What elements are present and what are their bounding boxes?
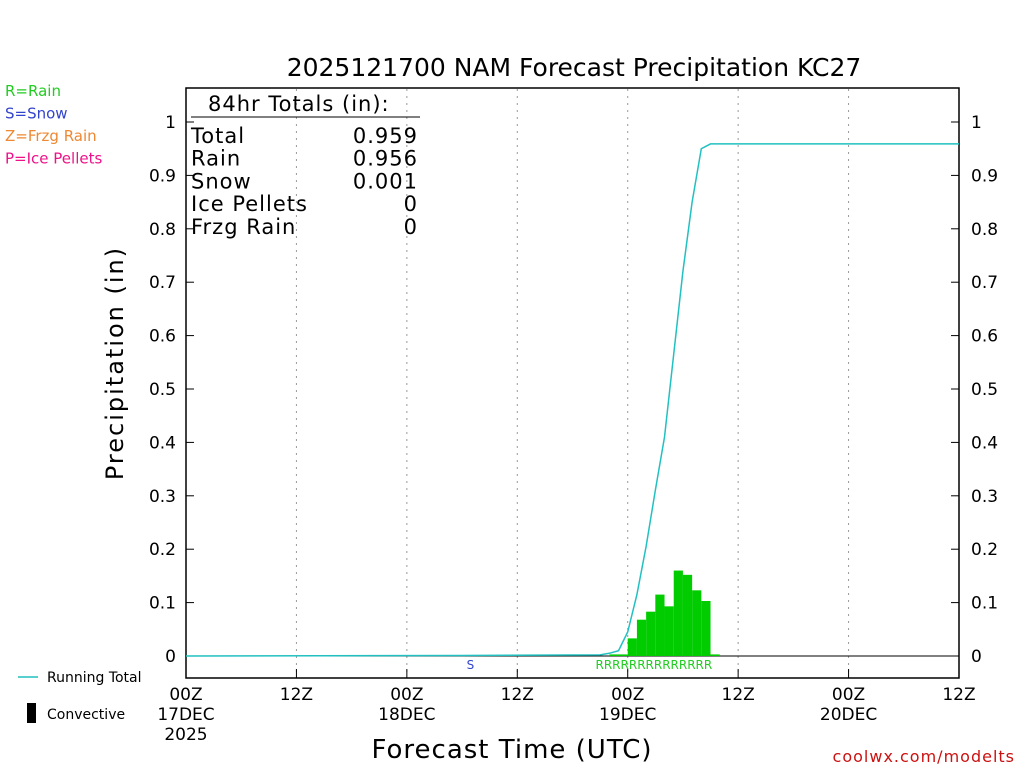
precip-bar bbox=[636, 619, 647, 656]
precip-bar bbox=[692, 590, 702, 656]
y-tick-label-left: 0.6 bbox=[149, 327, 176, 347]
y-axis-ticks: 0 00.1 0.10.2 0.20.3 0.30.4 0.40.5 0.50.6 0.60.… bbox=[149, 113, 998, 667]
totals-row-label: Total bbox=[190, 124, 245, 148]
series-legend: Running Total Convective bbox=[18, 670, 142, 723]
x-tick-label-time: 00Z bbox=[169, 685, 202, 705]
y-tick-label-right: 0.3 bbox=[971, 487, 998, 507]
totals-row-label: Rain bbox=[191, 147, 241, 171]
precip-bar bbox=[627, 638, 637, 656]
y-tick-label-right: 0.6 bbox=[971, 327, 998, 347]
precip-type-markers: S RRRRRRRRRRRRRR bbox=[467, 658, 713, 672]
y-tick-label-left: 0.8 bbox=[149, 220, 176, 240]
y-tick-label-right: 0.7 bbox=[971, 273, 998, 293]
y-tick-label-left: 0.9 bbox=[149, 166, 176, 186]
running-total-legend-label: Running Total bbox=[47, 670, 142, 686]
x-tick-label-time: 12Z bbox=[942, 685, 975, 705]
chart-title: 2025121700 NAM Forecast Precipitation KC… bbox=[287, 53, 862, 82]
totals-heading: 84hr Totals (in): bbox=[208, 92, 390, 116]
plot-frame bbox=[185, 87, 960, 679]
precip-type-legend: R=Rain S=Snow Z=Frzg Rain P=Ice Pellets bbox=[5, 82, 102, 168]
y-tick-label-left: 0.5 bbox=[149, 380, 176, 400]
legend-type-3: P=Ice Pellets bbox=[5, 150, 102, 168]
precip-bar bbox=[673, 570, 683, 656]
totals-row-label: Snow bbox=[191, 169, 252, 193]
y-tick-label-left: 0.4 bbox=[149, 433, 176, 453]
hourly-precip-bars bbox=[609, 570, 720, 656]
running-total-line bbox=[185, 143, 959, 657]
y-tick-label-left: 0.1 bbox=[149, 594, 176, 614]
precip-bar bbox=[618, 654, 628, 656]
y-tick-label-left: 0 bbox=[165, 647, 176, 667]
precip-bar bbox=[646, 611, 656, 656]
x-tick-label-year: 2025 bbox=[164, 725, 207, 745]
y-tick-label-left: 0.3 bbox=[149, 487, 176, 507]
y-axis-label: Precipitation (in) bbox=[101, 246, 129, 480]
totals-row-value: 0.001 bbox=[353, 169, 418, 193]
vertical-gridlines bbox=[295, 89, 850, 677]
y-tick-label-right: 0.1 bbox=[971, 594, 998, 614]
y-tick-label-left: 0.7 bbox=[149, 273, 176, 293]
y-tick-label-left: 0.2 bbox=[149, 540, 176, 560]
y-tick-label-right: 0.9 bbox=[971, 166, 998, 186]
x-tick-label-date: 19DEC bbox=[599, 705, 656, 725]
precip-type-marker: RRRRRRRRRRRRRR bbox=[596, 658, 713, 672]
precip-type-marker: S bbox=[467, 658, 475, 672]
x-tick-label-date: 18DEC bbox=[378, 705, 435, 725]
legend-type-2: Z=Frzg Rain bbox=[5, 127, 97, 145]
totals-row-value: 0.959 bbox=[353, 124, 418, 148]
x-tick-label-time: 12Z bbox=[280, 685, 313, 705]
y-tick-label-right: 0.2 bbox=[971, 540, 998, 560]
credit-text: coolwx.com/modelts bbox=[833, 747, 1015, 766]
totals-row-value: 0.956 bbox=[353, 147, 418, 171]
y-tick-label-right: 0 bbox=[971, 647, 982, 667]
x-tick-label-time: 12Z bbox=[722, 685, 755, 705]
x-tick-label-time: 00Z bbox=[832, 685, 865, 705]
convective-legend-swatch bbox=[27, 703, 36, 723]
precip-bar bbox=[609, 654, 619, 656]
x-axis-label: Forecast Time (UTC) bbox=[371, 735, 652, 765]
totals-row-value: 0 bbox=[404, 215, 418, 239]
precip-bar bbox=[682, 574, 693, 656]
y-tick-label-right: 0.4 bbox=[971, 433, 998, 453]
x-tick-label-time: 00Z bbox=[390, 685, 423, 705]
legend-type-1: S=Snow bbox=[5, 105, 68, 123]
x-tick-label-time: 12Z bbox=[501, 685, 534, 705]
totals-row-label: Ice Pellets bbox=[191, 192, 308, 216]
totals-box: 84hr Totals (in): Total 0.959 Rain 0.956 Sno… bbox=[190, 92, 420, 239]
x-tick-label-date: 17DEC bbox=[157, 705, 214, 725]
precip-bar bbox=[664, 606, 674, 656]
convective-legend-label: Convective bbox=[47, 707, 125, 723]
y-tick-label-right: 0.8 bbox=[971, 220, 998, 240]
y-tick-label-right: 0.5 bbox=[971, 380, 998, 400]
y-tick-label-right: 1 bbox=[971, 113, 982, 133]
precip-bar bbox=[710, 654, 720, 656]
x-tick-label-date: 20DEC bbox=[820, 705, 877, 725]
precip-bar bbox=[655, 594, 665, 656]
x-tick-label-time: 00Z bbox=[611, 685, 644, 705]
y-tick-label-left: 1 bbox=[165, 113, 176, 133]
totals-row-label: Frzg Rain bbox=[191, 215, 296, 239]
legend-type-0: R=Rain bbox=[5, 82, 61, 100]
totals-rows: Total 0.959 Rain 0.956 Snow 0.001 Ice Pellets 0… bbox=[190, 124, 418, 239]
precip-bar bbox=[701, 600, 711, 656]
totals-row-value: 0 bbox=[404, 192, 418, 216]
